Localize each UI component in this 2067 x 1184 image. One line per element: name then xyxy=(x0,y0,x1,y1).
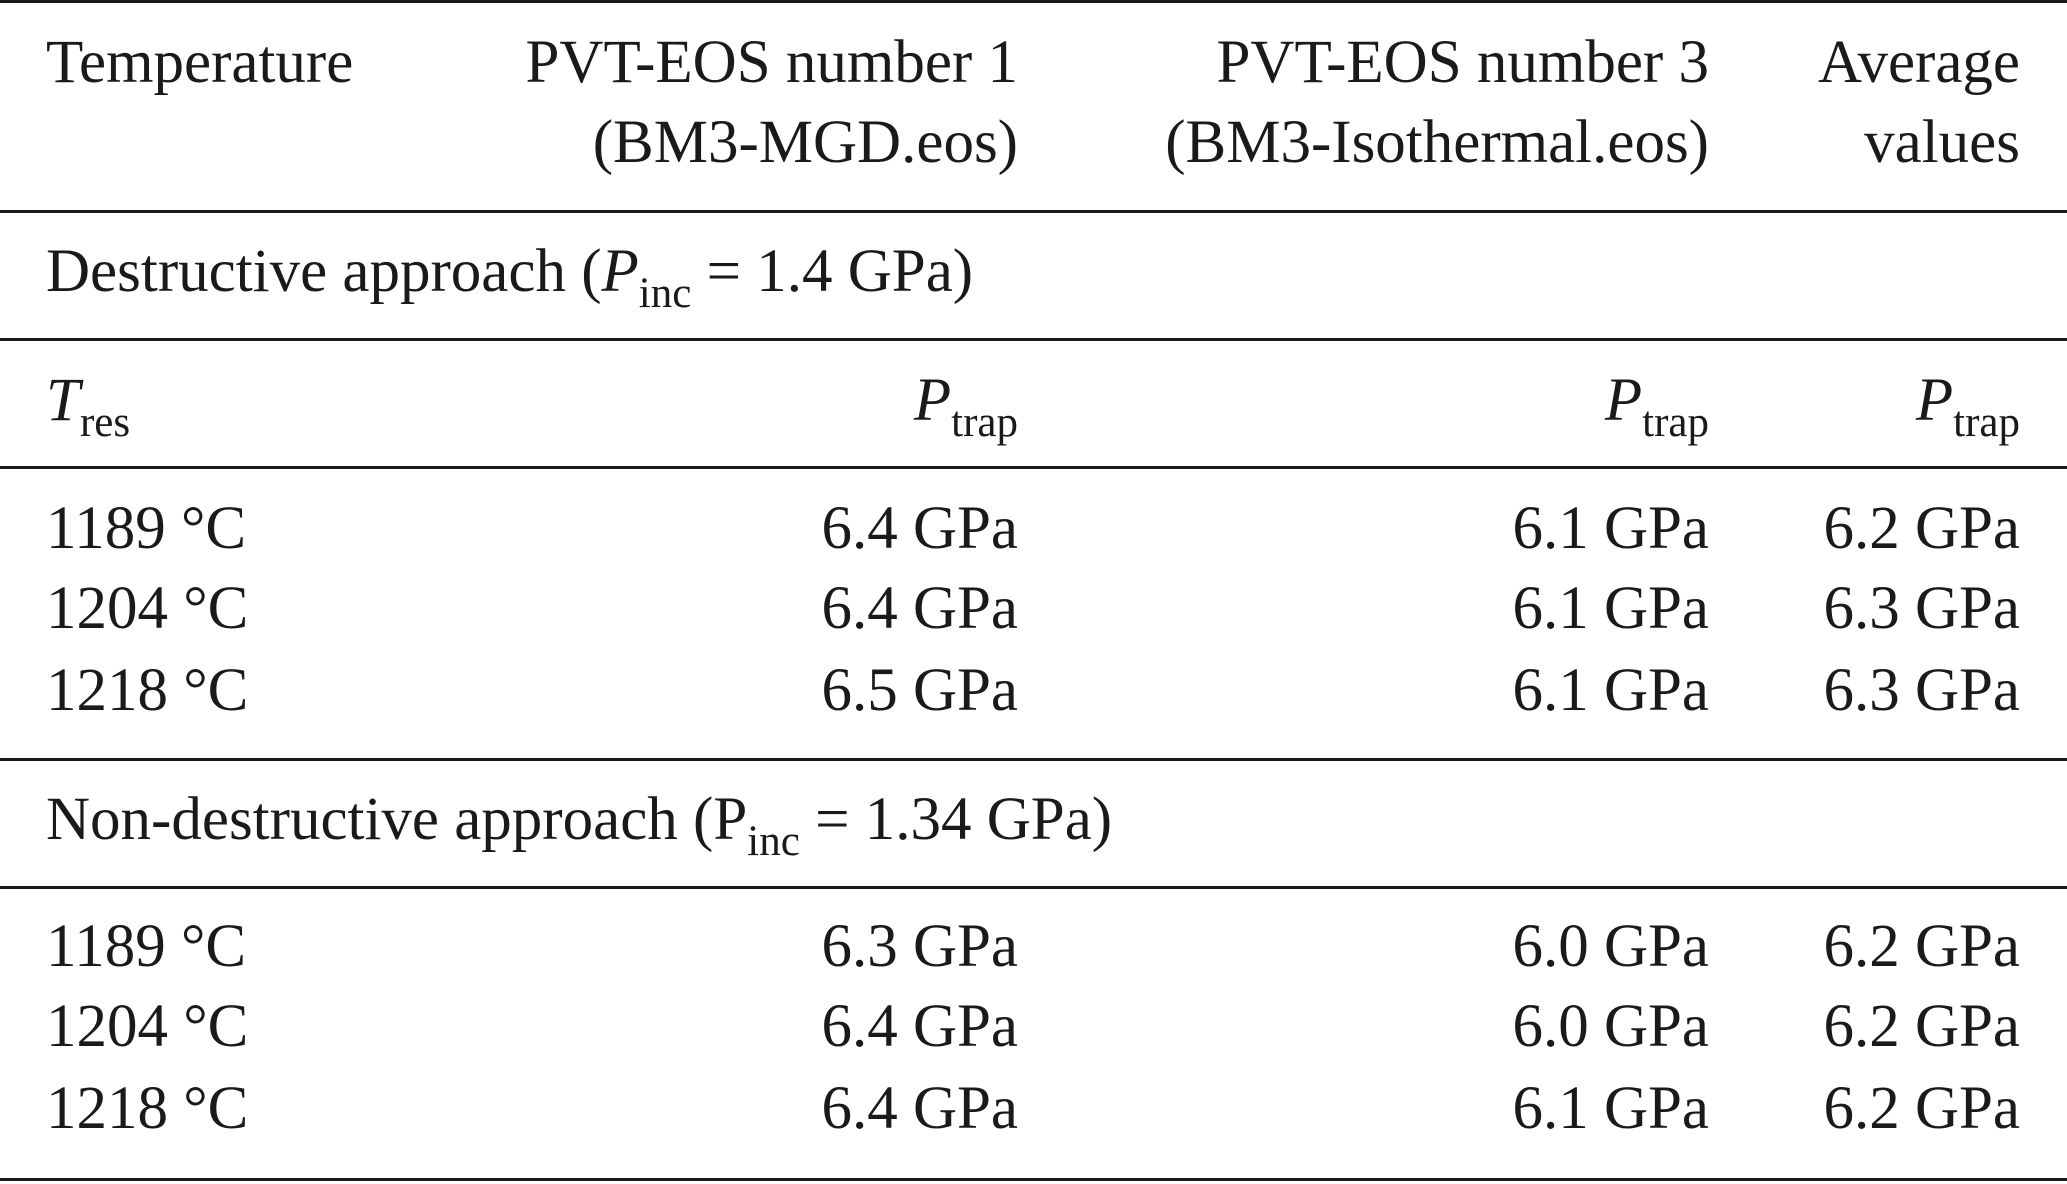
section-title-symbol: P xyxy=(601,238,639,305)
row-avg: 6.2 GPa xyxy=(1823,913,2020,980)
section-title-symbol: P xyxy=(713,786,748,853)
colhead-ptrap-eos3: Ptrap xyxy=(1605,360,1709,448)
section-title-prefix: Destructive approach ( xyxy=(46,238,602,305)
colhead-rule xyxy=(0,466,2067,469)
section2-top-rule xyxy=(0,758,2067,761)
row-eos3: 6.0 GPa xyxy=(1512,993,1709,1060)
header-eos1-line1: PVT-EOS number 1 xyxy=(525,29,1018,96)
header-eos1-line2: (BM3-MGD.eos) xyxy=(592,109,1018,176)
section-title-suffix: = 1.34 GPa) xyxy=(799,786,1113,853)
colhead-ptrap-sub: trap xyxy=(1642,399,1709,446)
row-eos1: 6.4 GPa xyxy=(821,993,1018,1060)
section-title-sub: inc xyxy=(747,818,800,865)
row-eos1: 6.3 GPa xyxy=(821,913,1018,980)
row-eos1: 6.4 GPa xyxy=(821,1075,1018,1142)
colhead-tres-sub: res xyxy=(79,399,131,446)
row-temp: 1204 °C xyxy=(46,993,249,1060)
header-temperature: Temperature xyxy=(46,29,354,96)
header-avg-line2: values xyxy=(1864,109,2020,176)
section-title-prefix: Non-destructive approach ( xyxy=(46,786,714,853)
row-eos3: 6.1 GPa xyxy=(1512,657,1709,724)
row-eos1: 6.5 GPa xyxy=(821,657,1018,724)
top-rule xyxy=(0,0,2067,3)
colhead-ptrap-symbol: P xyxy=(1604,367,1643,434)
row-avg: 6.3 GPa xyxy=(1823,575,2020,642)
colhead-ptrap-sub: trap xyxy=(1953,399,2020,446)
row-temp: 1218 °C xyxy=(46,657,249,724)
section-title-suffix: = 1.4 GPa) xyxy=(691,238,974,305)
row-eos3: 6.1 GPa xyxy=(1512,575,1709,642)
bottom-rule xyxy=(0,1178,2067,1181)
row-eos1: 6.4 GPa xyxy=(821,495,1018,562)
section-title-non-destructive: Non-destructive approach (Pinc = 1.34 GP… xyxy=(46,779,1112,867)
colhead-ptrap-symbol: P xyxy=(1915,367,1954,434)
colhead-ptrap-symbol: P xyxy=(913,367,952,434)
header-eos3-line2: (BM3-Isothermal.eos) xyxy=(1165,109,1709,176)
row-avg: 6.3 GPa xyxy=(1823,657,2020,724)
row-avg: 6.2 GPa xyxy=(1823,993,2020,1060)
header-rule xyxy=(0,210,2067,213)
section-title-sub: inc xyxy=(638,270,692,317)
header-eos3-line1: PVT-EOS number 3 xyxy=(1216,29,1709,96)
header-avg-line1: Average xyxy=(1817,29,2020,96)
row-eos1: 6.4 GPa xyxy=(821,575,1018,642)
row-temp: 1189 °C xyxy=(46,913,247,980)
colhead-ptrap-sub: trap xyxy=(951,399,1018,446)
section-title-destructive: Destructive approach (Pinc = 1.4 GPa) xyxy=(46,231,973,319)
row-temp: 1189 °C xyxy=(46,495,247,562)
colhead-tres: Tres xyxy=(46,360,130,448)
colhead-tres-symbol: T xyxy=(46,367,80,434)
row-eos3: 6.1 GPa xyxy=(1512,1075,1709,1142)
section2-rule xyxy=(0,886,2067,889)
section1-rule xyxy=(0,338,2067,341)
row-avg: 6.2 GPa xyxy=(1823,1075,2020,1142)
colhead-ptrap-avg: Ptrap xyxy=(1916,360,2020,448)
row-eos3: 6.0 GPa xyxy=(1512,913,1709,980)
row-temp: 1204 °C xyxy=(46,575,249,642)
colhead-ptrap-eos1: Ptrap xyxy=(914,360,1018,448)
row-eos3: 6.1 GPa xyxy=(1512,495,1709,562)
row-temp: 1218 °C xyxy=(46,1075,249,1142)
row-avg: 6.2 GPa xyxy=(1823,495,2020,562)
